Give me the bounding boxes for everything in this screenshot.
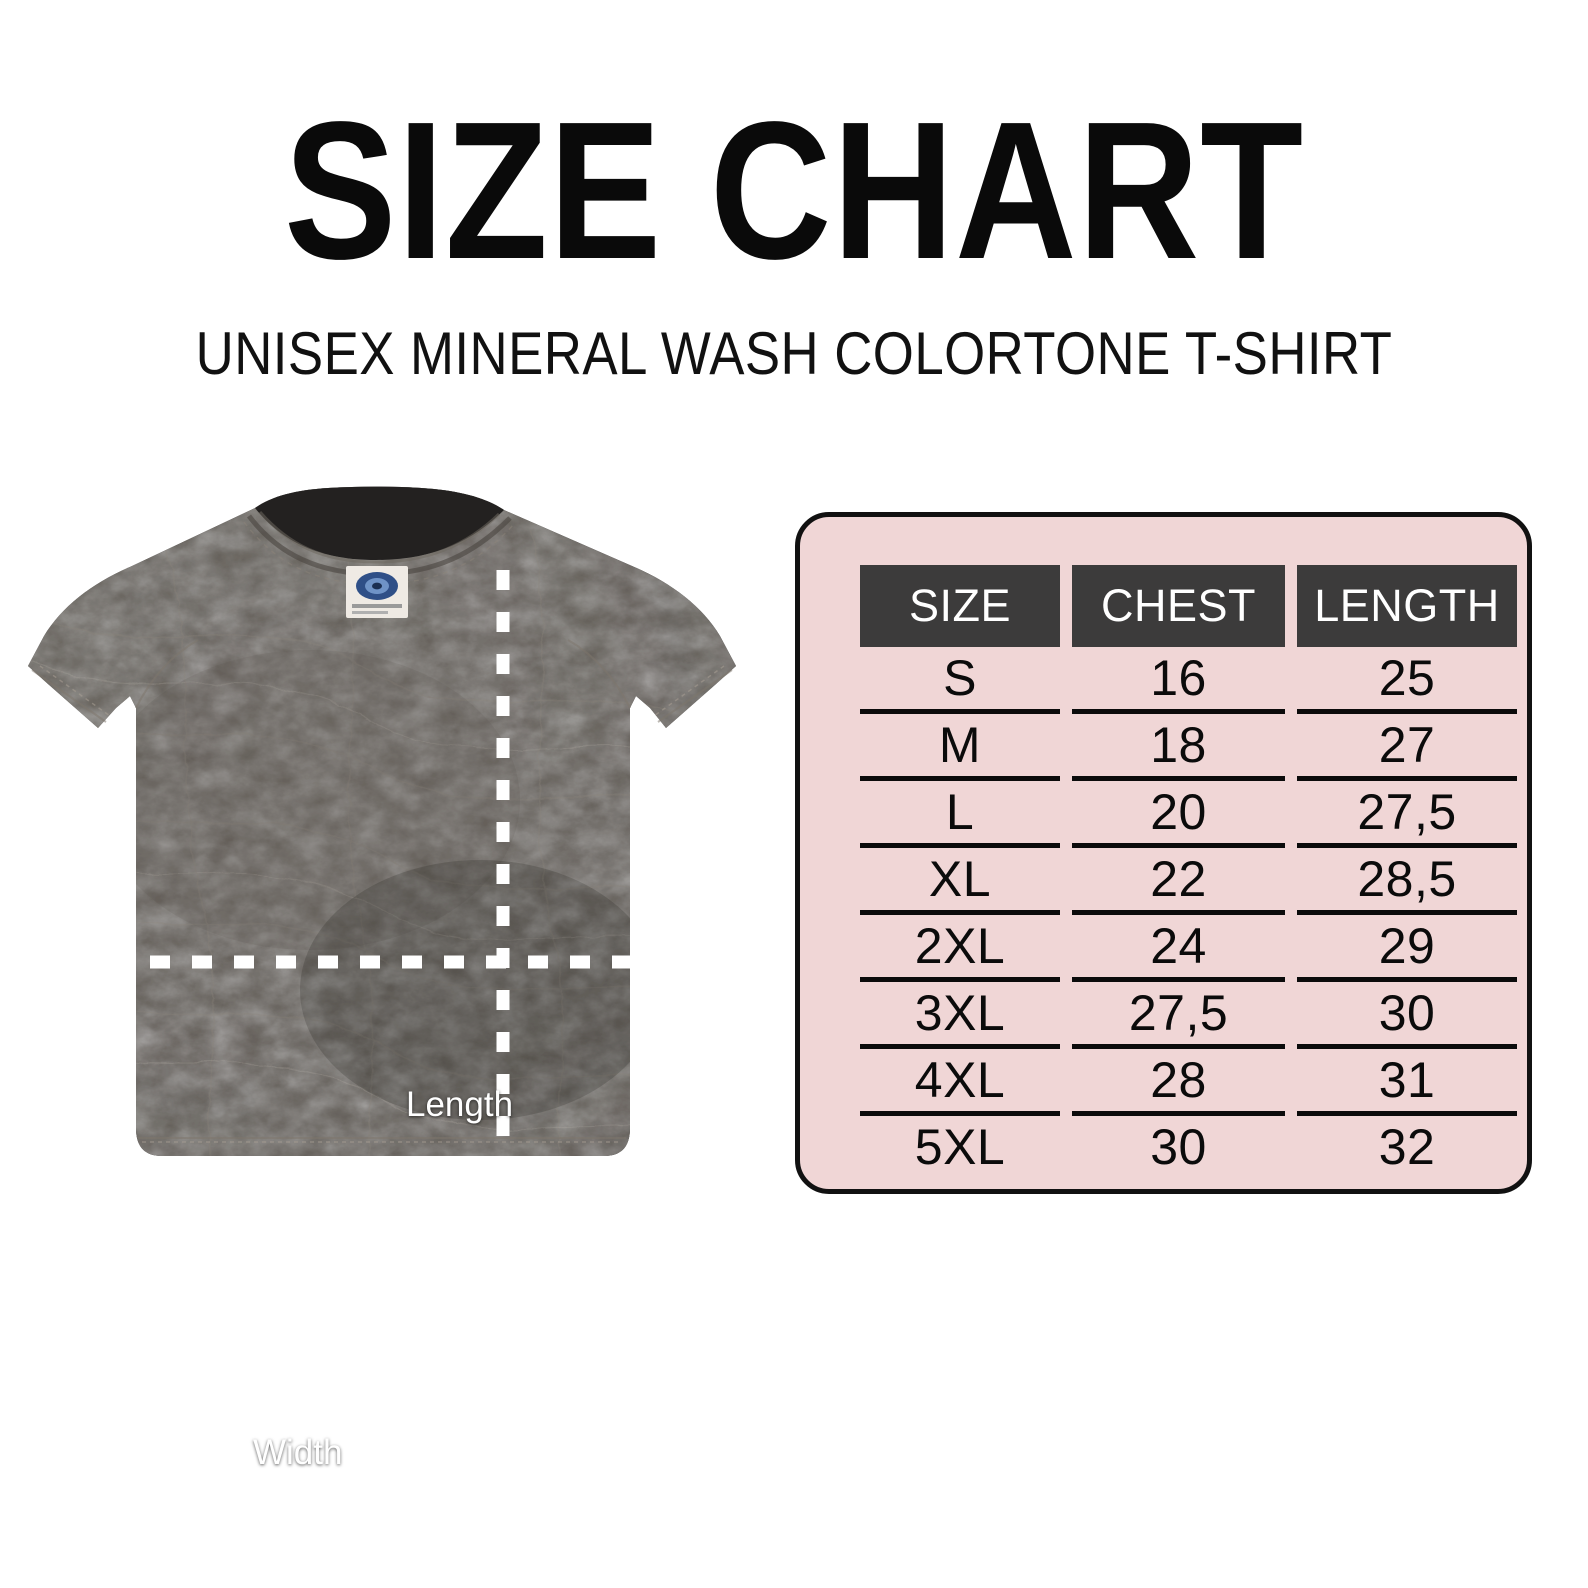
cell-length: 30 [1297, 982, 1517, 1049]
size-table-panel: SIZE CHEST LENGTH S 16 25 M 18 27 L 20 2… [795, 512, 1532, 1194]
title-block: SIZE CHART UNISEX MINERAL WASH COLORTONE… [0, 81, 1588, 387]
cell-size: M [860, 714, 1060, 781]
cell-size: 4XL [860, 1049, 1060, 1116]
cell-chest: 16 [1072, 647, 1285, 714]
column-header-length: LENGTH [1297, 565, 1517, 647]
table-row: S 16 25 [860, 647, 1517, 714]
table-header-row: SIZE CHEST LENGTH [860, 565, 1517, 647]
cell-chest: 30 [1150, 1119, 1207, 1175]
column-header-size: SIZE [860, 565, 1060, 647]
table-row: M 18 27 [860, 714, 1517, 781]
table-row: L 20 27,5 [860, 781, 1517, 848]
width-measure-label: Width [253, 1433, 343, 1472]
table-row: 3XL 27,5 30 [860, 982, 1517, 1049]
shirt-seams [31, 639, 733, 1139]
cell-chest: 18 [1072, 714, 1285, 781]
tshirt-svg [28, 486, 736, 1160]
size-table-body: S 16 25 M 18 27 L 20 27,5 XL 22 28,5 2XL [860, 647, 1517, 1178]
cell-length: 27 [1297, 714, 1517, 781]
cell-chest: 24 [1072, 915, 1285, 982]
cell-size: 2XL [860, 915, 1060, 982]
table-row: 4XL 28 31 [860, 1049, 1517, 1116]
page-title: SIZE CHART [284, 81, 1304, 300]
cell-chest: 28 [1072, 1049, 1285, 1116]
size-chart-table: SIZE CHEST LENGTH S 16 25 M 18 27 L 20 2… [848, 565, 1529, 1178]
table-row: 2XL 24 29 [860, 915, 1517, 982]
cell-length: 29 [1297, 915, 1517, 982]
cell-length: 28,5 [1297, 848, 1517, 915]
cell-chest: 22 [1072, 848, 1285, 915]
cell-length: 25 [1297, 647, 1517, 714]
cell-size: XL [860, 848, 1060, 915]
cell-chest: 27,5 [1072, 982, 1285, 1049]
cell-size: 3XL [860, 982, 1060, 1049]
cell-length: 31 [1297, 1049, 1517, 1116]
measurement-lines [108, 570, 650, 1160]
table-row: 5XL 30 32 [860, 1116, 1517, 1178]
table-row: XL 22 28,5 [860, 848, 1517, 915]
cell-size: S [860, 647, 1060, 714]
length-measure-label: Length [406, 1085, 514, 1124]
column-header-chest: CHEST [1072, 565, 1285, 647]
tshirt-illustration: Length Width [10, 470, 750, 1472]
neck-label [346, 566, 408, 618]
page-subtitle: UNISEX MINERAL WASH COLORTONE T-SHIRT [195, 320, 1393, 387]
cell-length: 27,5 [1297, 781, 1517, 848]
cell-length: 32 [1378, 1119, 1436, 1175]
cell-size: L [860, 781, 1060, 848]
cell-chest: 20 [1072, 781, 1285, 848]
cell-size: 5XL [914, 1119, 1006, 1175]
size-table-head: SIZE CHEST LENGTH [860, 565, 1517, 647]
